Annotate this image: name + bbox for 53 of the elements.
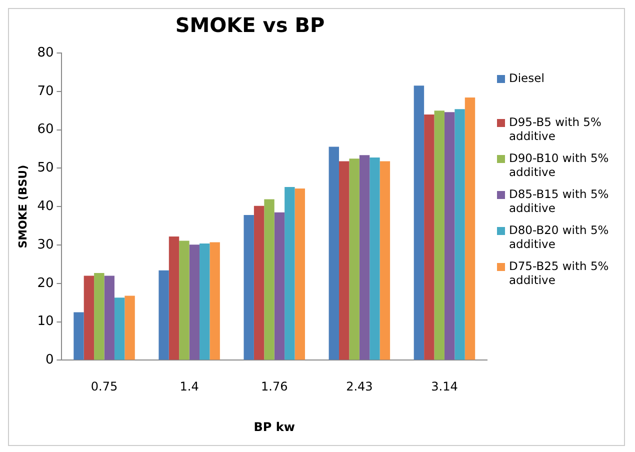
- legend-label: D80-B20 with 5% additive: [509, 223, 610, 251]
- bar: [274, 212, 285, 360]
- bar: [464, 98, 476, 360]
- bar: [200, 243, 210, 360]
- bar: [454, 109, 465, 360]
- y-tick-label: 80: [37, 45, 54, 60]
- y-tick-label: 60: [37, 122, 54, 138]
- y-tick-label: 20: [37, 276, 54, 291]
- x-tick-label: 2.43: [346, 380, 373, 394]
- x-tick-label: 1.4: [180, 380, 199, 394]
- legend-label: Diesel: [509, 71, 544, 85]
- legend-label: D90-B10 with 5% additive: [509, 151, 610, 179]
- legend-label: D85-B15 with 5% additive: [509, 187, 610, 215]
- y-axis-title: SMOKE (BSU): [16, 164, 30, 248]
- x-tick-label: 3.14: [431, 380, 458, 394]
- bar: [264, 199, 274, 360]
- bar: [84, 276, 94, 360]
- y-tick-label: 70: [37, 84, 54, 99]
- y-tick-label: 0: [45, 352, 54, 368]
- bar: [284, 187, 295, 360]
- bar: [94, 273, 104, 360]
- bar: [294, 188, 305, 360]
- bar: [210, 242, 220, 360]
- bar: [114, 298, 125, 360]
- bar: [168, 236, 180, 360]
- bar: [339, 161, 350, 360]
- bar: [328, 146, 340, 360]
- x-tick-label: 0.75: [90, 380, 118, 394]
- bar: [349, 158, 360, 360]
- x-tick-label: 1.76: [261, 380, 288, 394]
- bar: [359, 155, 370, 360]
- y-tick-label: 30: [37, 237, 54, 252]
- bar: [434, 110, 444, 360]
- chart-title: SMOKE vs BP: [175, 13, 325, 38]
- bar: [158, 270, 169, 360]
- bar: [444, 112, 455, 360]
- bar: [74, 312, 84, 360]
- bar: [424, 114, 434, 360]
- bar: [124, 296, 135, 360]
- bar: [189, 244, 200, 360]
- bar: [414, 86, 424, 360]
- bar: [104, 276, 114, 360]
- y-tick-label: 40: [37, 198, 54, 214]
- legend-label: D95-B5 with 5% additive: [509, 115, 602, 143]
- y-tick-label: 50: [37, 160, 54, 176]
- x-axis-title: BP kw: [254, 420, 295, 434]
- bar: [179, 240, 190, 360]
- y-tick-label: 10: [37, 314, 54, 330]
- legend-label: D75-B25 with 5% additive: [509, 259, 610, 287]
- bar: [380, 161, 390, 360]
- bar: [244, 215, 254, 360]
- bar: [370, 157, 380, 360]
- bar: [254, 206, 264, 360]
